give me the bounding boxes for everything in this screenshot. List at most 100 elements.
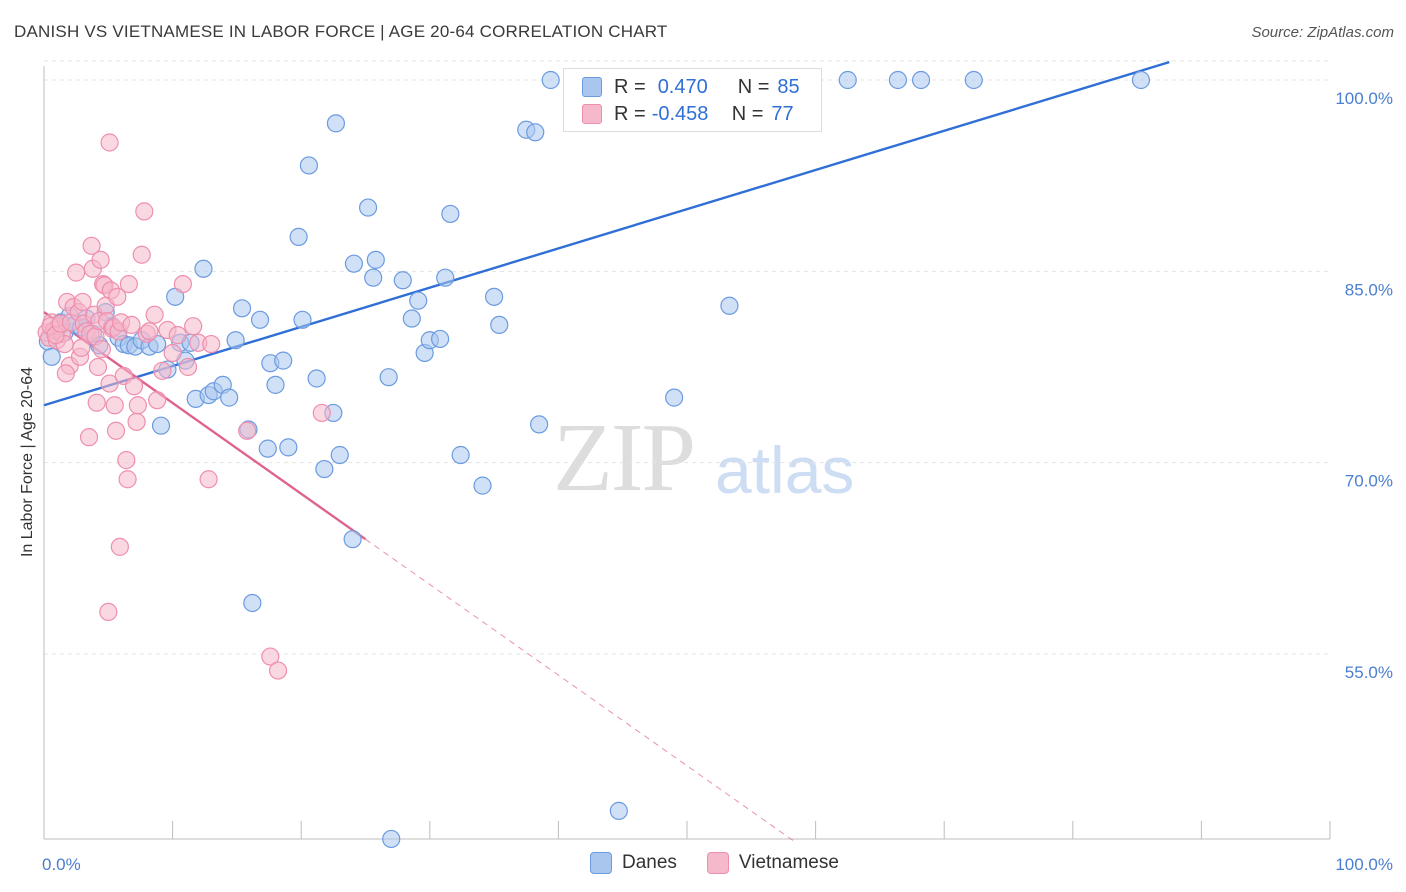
danes-point bbox=[490, 315, 509, 335]
y-tick-label: 100.0% bbox=[1335, 89, 1393, 108]
danes-point bbox=[151, 416, 171, 435]
danes-point bbox=[344, 254, 364, 273]
y-tick-label: 70.0% bbox=[1345, 472, 1393, 491]
danes-point bbox=[430, 329, 450, 349]
vietnamese-point bbox=[312, 403, 331, 423]
legend-n-value-danes: 85 bbox=[777, 75, 800, 98]
vietnamese-point bbox=[56, 364, 75, 383]
y-tick-label: 85.0% bbox=[1345, 280, 1393, 299]
axis-layer bbox=[43, 66, 1331, 840]
danes-point bbox=[436, 268, 455, 287]
grid-layer bbox=[44, 60, 1330, 655]
vietnamese-point bbox=[110, 537, 129, 556]
vietnamese-point bbox=[79, 428, 99, 447]
vietnamese-swatch-icon bbox=[582, 104, 602, 124]
danes-point bbox=[232, 299, 252, 318]
legend-r-value-vietnamese: -0.458 bbox=[651, 102, 709, 125]
danes-point bbox=[364, 268, 383, 287]
vietnamese-point bbox=[148, 391, 167, 410]
danes-point bbox=[42, 347, 61, 366]
danes-point bbox=[451, 445, 470, 465]
vietnamese-trend-extension bbox=[365, 538, 797, 844]
danes-point bbox=[299, 156, 319, 175]
danes-point bbox=[609, 801, 628, 820]
danes-point bbox=[473, 476, 492, 495]
danes-point bbox=[485, 287, 504, 306]
danes-point bbox=[888, 70, 908, 90]
series-legend: Danes Vietnamese bbox=[590, 852, 869, 874]
danes-point bbox=[441, 204, 460, 224]
vietnamese-point bbox=[153, 361, 172, 380]
vietnamese-point bbox=[73, 292, 92, 312]
watermark-zip: ZIP bbox=[553, 404, 696, 512]
vietnamese-point bbox=[100, 133, 119, 152]
danes-point bbox=[289, 227, 308, 246]
vietnamese-point bbox=[202, 334, 221, 354]
danes-point bbox=[194, 259, 213, 278]
danes-point bbox=[326, 114, 346, 133]
danes-point bbox=[366, 250, 385, 269]
danes-point bbox=[409, 291, 428, 310]
trend-layer bbox=[43, 60, 1170, 844]
x-tick-label-right: 100.0% bbox=[1335, 855, 1393, 874]
vietnamese-legend-swatch-icon bbox=[706, 852, 729, 874]
chart-title: DANISH VS VIETNAMESE IN LABOR FORCE | AG… bbox=[14, 22, 668, 41]
vietnamese-point bbox=[105, 396, 124, 415]
danes-point bbox=[382, 829, 401, 849]
vietnamese-point bbox=[124, 377, 144, 396]
vietnamese-point bbox=[168, 326, 187, 345]
vietnamese-point bbox=[106, 421, 126, 440]
legend-row-danes: R = 0.470 N = 85 bbox=[582, 74, 800, 100]
danes-point bbox=[279, 438, 298, 457]
vietnamese-point bbox=[117, 451, 136, 470]
danes-point bbox=[838, 70, 857, 90]
danes-point bbox=[307, 369, 326, 388]
legend-r-value-danes: 0.470 bbox=[657, 75, 708, 98]
source-label: Source: ZipAtlas.com bbox=[1251, 24, 1394, 41]
danes-point bbox=[665, 388, 684, 407]
vietnamese-point bbox=[261, 647, 280, 666]
vietnamese-point bbox=[135, 202, 154, 221]
danes-point bbox=[402, 309, 421, 328]
legend-item-danes[interactable]: Danes bbox=[590, 852, 677, 874]
vietnamese-point bbox=[145, 305, 164, 324]
tick-label-layer: 100.0% 85.0% 70.0% 55.0% 0.0% 100.0% bbox=[42, 89, 1393, 874]
vietnamese-point bbox=[127, 412, 146, 431]
legend-n-label: N = bbox=[731, 102, 764, 125]
danes-point bbox=[343, 530, 362, 549]
legend-n-value-vietnamese: 77 bbox=[771, 102, 794, 125]
danes-point bbox=[358, 198, 378, 217]
vietnamese-point bbox=[132, 245, 151, 264]
danes-point bbox=[526, 123, 545, 142]
vietnamese-point bbox=[108, 287, 127, 306]
vietnamese-point bbox=[199, 470, 218, 489]
danes-point bbox=[911, 70, 931, 90]
danes-point bbox=[258, 439, 277, 458]
vietnamese-point bbox=[72, 338, 91, 357]
x-tick-label-left: 0.0% bbox=[42, 855, 81, 874]
legend-r-label: R = bbox=[614, 75, 646, 98]
danes-point bbox=[315, 459, 334, 479]
vietnamese-point bbox=[163, 343, 182, 363]
vietnamese-point bbox=[91, 250, 110, 269]
danes-point bbox=[964, 70, 983, 90]
danes-point bbox=[393, 271, 412, 290]
danes-point bbox=[541, 70, 560, 90]
vietnamese-point bbox=[173, 274, 192, 294]
danes-legend-swatch-icon bbox=[590, 852, 612, 874]
legend-item-vietnamese[interactable]: Vietnamese bbox=[706, 852, 839, 874]
danes-point bbox=[266, 375, 285, 394]
legend-label-danes: Danes bbox=[622, 852, 677, 873]
legend-row-vietnamese: R = -0.458 N = 77 bbox=[582, 101, 794, 127]
danes-point bbox=[250, 310, 270, 329]
vietnamese-point bbox=[92, 340, 111, 359]
vietnamese-point bbox=[118, 470, 137, 489]
vietnamese-point bbox=[100, 374, 119, 393]
correlation-legend: R = 0.470 N = 85 R = -0.458 N = 77 bbox=[563, 68, 822, 132]
danes-point bbox=[243, 593, 262, 613]
vietnamese-point bbox=[99, 602, 118, 622]
danes-point bbox=[330, 445, 349, 465]
vietnamese-point bbox=[88, 357, 108, 377]
vietnamese-point bbox=[178, 357, 198, 377]
